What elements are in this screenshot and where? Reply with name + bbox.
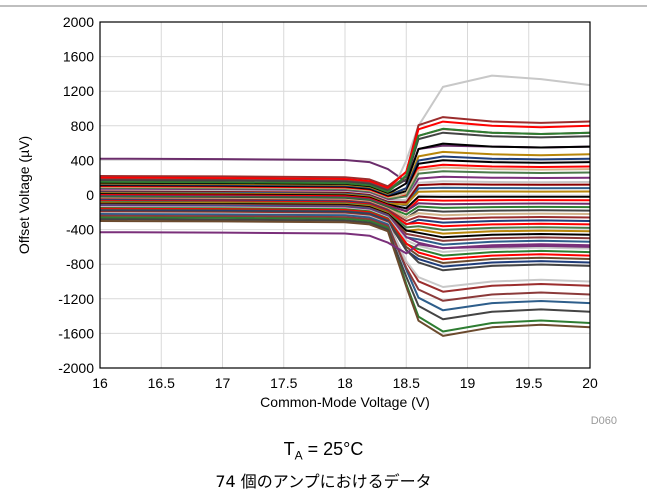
series-line <box>99 231 591 255</box>
x-tick-label: 16 <box>92 375 108 391</box>
x-tick-label: 16.5 <box>148 375 175 391</box>
y-tick-label: 800 <box>71 118 95 134</box>
series-line <box>99 131 591 192</box>
y-tick-label: -1200 <box>58 291 94 307</box>
y-tick-label: -400 <box>66 222 94 238</box>
x-tick-label: 19.5 <box>515 375 542 391</box>
y-tick-label: 1600 <box>63 49 94 65</box>
y-tick-label: 1200 <box>63 83 94 99</box>
x-tick-label: 18 <box>337 375 353 391</box>
series-line <box>99 220 591 337</box>
series-line <box>99 127 591 194</box>
temperature-caption: TA = 25°C <box>283 439 364 463</box>
data-note-caption: 74 個のアンプにおけるデータ <box>215 472 432 491</box>
x-tick-label: 17 <box>215 375 231 391</box>
figure-id-label: D060 <box>591 415 617 427</box>
plot-area-border <box>99 21 591 369</box>
y-tick-label: -1600 <box>58 325 94 341</box>
y-tick-label: 0 <box>86 187 94 203</box>
y-tick-label: 400 <box>71 152 95 168</box>
x-tick-label: 20 <box>582 375 598 391</box>
y-tick-label: -2000 <box>58 360 94 376</box>
y-axis-title: Offset Voltage (µV) <box>16 136 32 254</box>
y-tick-label: 2000 <box>63 14 94 30</box>
series-line <box>99 214 591 302</box>
offset-voltage-chart: 2000 1600 1200 800 400 0 -400 -800 -1200 -1600 -20… <box>0 5 647 427</box>
series-line <box>99 213 591 312</box>
series-line <box>99 120 591 190</box>
x-tick-label: 17.5 <box>270 375 297 391</box>
y-tick-label: -800 <box>66 256 94 272</box>
series-line <box>99 218 591 321</box>
x-axis-title: Common-Mode Voltage (V) <box>260 394 430 410</box>
x-tick-label: 19 <box>460 375 476 391</box>
x-tick-label: 18.5 <box>393 375 420 391</box>
